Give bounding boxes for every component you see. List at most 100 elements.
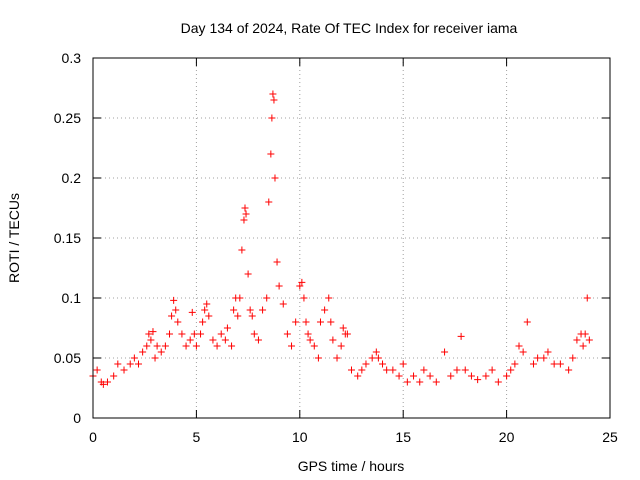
data-point (488, 366, 496, 374)
x-tick-label: 5 (193, 429, 201, 445)
y-tick-label: 0.3 (62, 50, 82, 66)
data-point (238, 246, 246, 254)
data-point (197, 330, 205, 338)
data-point (348, 366, 355, 374)
data-point (556, 360, 564, 368)
data-point (186, 336, 194, 344)
data-point (103, 378, 111, 386)
data-point (579, 342, 587, 350)
x-tick-label: 20 (499, 429, 515, 445)
data-point (581, 330, 589, 338)
y-axis-label: ROTI / TECUs (6, 193, 22, 283)
data-point (228, 342, 236, 350)
data-point (270, 96, 278, 104)
data-point (190, 330, 198, 338)
data-point (259, 306, 267, 314)
data-point (474, 376, 482, 384)
data-point (269, 90, 277, 98)
data-point (275, 282, 283, 290)
y-tick-label: 0.15 (54, 230, 81, 246)
data-point (573, 336, 581, 344)
data-point (223, 324, 231, 332)
data-point (583, 294, 591, 302)
data-point (540, 354, 548, 362)
data-point (236, 294, 244, 302)
data-point (283, 330, 291, 338)
data-point (170, 296, 178, 304)
data-point (93, 366, 101, 374)
data-point (120, 366, 128, 374)
data-point (178, 330, 186, 338)
data-point (263, 294, 271, 302)
data-point (337, 342, 345, 350)
data-point (201, 306, 209, 314)
data-point (143, 342, 151, 350)
data-point (240, 216, 248, 224)
y-tick-label: 0.1 (62, 290, 82, 306)
data-point (217, 330, 225, 338)
data-point (416, 378, 424, 386)
data-point (325, 294, 333, 302)
data-point (151, 354, 159, 362)
data-point (585, 336, 593, 344)
y-tick-labels: 0 0.05 0.1 0.15 0.2 0.25 0.3 (54, 50, 81, 426)
data-point (166, 330, 174, 338)
data-point (482, 372, 490, 380)
y-tick-label: 0.2 (62, 170, 82, 186)
data-point (267, 150, 275, 158)
data-point (192, 342, 200, 350)
data-point (329, 336, 337, 344)
data-point (333, 354, 341, 362)
data-point (130, 354, 138, 362)
x-tick-label: 0 (89, 429, 97, 445)
data-point (134, 360, 142, 368)
data-point (149, 328, 157, 336)
data-point (221, 336, 229, 344)
y-tick-label: 0 (73, 410, 81, 426)
data-point (354, 372, 362, 380)
data-point (254, 336, 262, 344)
data-point (420, 366, 428, 374)
data-point (383, 366, 391, 374)
chart-title: Day 134 of 2024, Rate Of TEC Index for r… (181, 20, 518, 36)
data-point (358, 366, 366, 374)
data-point (209, 336, 217, 344)
data-point (304, 330, 312, 338)
data-point (234, 312, 242, 320)
data-point (268, 114, 276, 122)
data-point (523, 318, 531, 326)
x-tick-label: 25 (602, 429, 618, 445)
data-point (426, 372, 434, 380)
y-tick-label: 0.05 (54, 350, 81, 366)
data-point (265, 198, 273, 206)
x-tick-label: 15 (395, 429, 411, 445)
x-axis-label: GPS time / hours (298, 458, 405, 474)
data-point (529, 360, 537, 368)
data-point (507, 366, 515, 374)
data-markers (89, 90, 593, 388)
data-point (172, 306, 180, 314)
y-tick-label: 0.25 (54, 110, 81, 126)
data-point (250, 330, 258, 338)
data-point (316, 318, 324, 326)
data-point (188, 308, 196, 316)
data-point (447, 372, 455, 380)
data-point (153, 342, 161, 350)
data-point (246, 306, 254, 314)
data-point (174, 318, 182, 326)
data-point (544, 348, 552, 356)
data-point (327, 318, 335, 326)
data-point (99, 380, 107, 388)
data-point (203, 300, 211, 308)
data-point (395, 372, 403, 380)
data-point (273, 258, 281, 266)
data-point (374, 354, 382, 362)
data-point (139, 348, 147, 356)
data-point (114, 360, 122, 368)
data-point (310, 342, 318, 350)
grid-lines (93, 58, 610, 418)
data-point (300, 294, 308, 302)
data-point (241, 204, 249, 212)
x-tick-label: 10 (292, 429, 308, 445)
